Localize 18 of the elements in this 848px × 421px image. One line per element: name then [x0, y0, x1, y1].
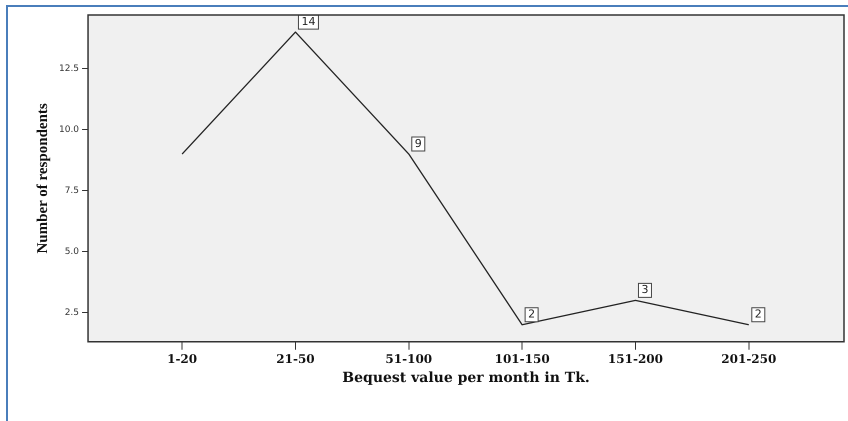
y-tick-label: 12.5 [58, 64, 80, 74]
x-tick-label: 201-250 [721, 352, 776, 366]
x-tick-label: 101-150 [494, 352, 550, 366]
y-tick-label: 10.0 [58, 124, 80, 135]
x-tick-label: 51-100 [385, 352, 432, 366]
data-label: 2 [528, 308, 536, 321]
x-tick-label: 21-50 [276, 352, 315, 366]
data-label: 14 [301, 14, 316, 28]
y-tick-label: 5.0 [64, 246, 80, 257]
y-axis-title: Number of respondents [34, 103, 51, 254]
x-tick-label: 1-20 [167, 352, 198, 366]
y-tick-label: 2.5 [64, 308, 80, 318]
data-label: 2 [754, 308, 762, 321]
data-label: 9 [414, 136, 422, 150]
y-tick-label: 7.5 [64, 186, 80, 196]
data-label: 3 [641, 283, 648, 296]
x-tick-label: 151-200 [608, 352, 663, 366]
x-axis-title: Bequest value per month in Tk. [342, 370, 590, 386]
